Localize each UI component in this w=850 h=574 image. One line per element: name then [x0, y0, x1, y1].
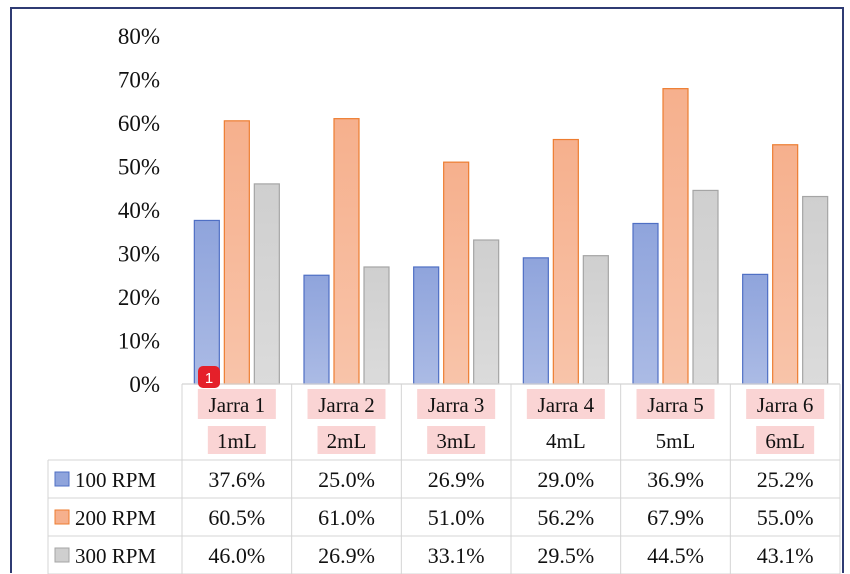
- legend-label: 200 RPM: [75, 506, 156, 530]
- label-highlight: [307, 389, 386, 419]
- table-cell-value: 29.0%: [537, 467, 594, 492]
- y-tick-label: 10%: [118, 329, 160, 354]
- category-sublabel: 1mL: [217, 429, 257, 453]
- category-sublabel: 6mL: [765, 429, 805, 453]
- label-highlight: [317, 426, 376, 454]
- bar-200-rpm: [662, 88, 689, 385]
- table-cell-value: 67.9%: [647, 505, 704, 530]
- label-highlight: [636, 389, 715, 419]
- bar-100-rpm: [742, 273, 769, 385]
- category-label: Jarra 2: [318, 393, 375, 417]
- table-cell-value: 29.5%: [537, 543, 594, 568]
- category-sublabel: 5mL: [656, 429, 696, 453]
- bar-100-rpm: [632, 222, 659, 385]
- table-cell-value: 36.9%: [647, 467, 704, 492]
- legend-key: [54, 509, 70, 525]
- table-cell-value: 61.0%: [318, 505, 375, 530]
- table-cell-value: 25.2%: [757, 467, 814, 492]
- bar-100-rpm: [522, 257, 549, 385]
- legend-label: 100 RPM: [75, 468, 156, 492]
- bar-100-rpm: [413, 266, 440, 385]
- label-highlight: [526, 389, 605, 419]
- table-cell-value: 37.6%: [208, 467, 265, 492]
- bar-300-rpm: [473, 239, 500, 385]
- bars-group: [193, 88, 829, 385]
- label-highlight: [427, 426, 486, 454]
- category-label: Jarra 1: [209, 393, 266, 417]
- data-table: Jarra 1 1mL Jarra 2 2mL Jarra 3 3mL Jarra 4 4mL…: [47, 383, 841, 574]
- table-cell-value: 56.2%: [537, 505, 594, 530]
- category-label: Jarra 5: [647, 393, 704, 417]
- chart-frame: [10, 7, 844, 573]
- table-cell-value: 60.5%: [208, 505, 265, 530]
- bar-300-rpm: [253, 183, 280, 385]
- category-sublabel: 4mL: [546, 429, 586, 453]
- table-cell-value: 44.5%: [647, 543, 704, 568]
- category-label: Jarra 3: [428, 393, 485, 417]
- y-tick-label: 70%: [118, 68, 160, 93]
- legend-label: 300 RPM: [75, 544, 156, 568]
- annotation-badge: 1: [198, 366, 220, 388]
- y-tick-label: 0%: [129, 372, 160, 397]
- label-highlight: [207, 426, 266, 454]
- table-cell-value: 26.9%: [428, 467, 485, 492]
- bar-200-rpm: [443, 161, 470, 385]
- bar-200-rpm: [552, 138, 579, 385]
- annotation-badge-label: 1: [205, 370, 213, 387]
- table-cell-value: 26.9%: [318, 543, 375, 568]
- table-cell-value: 51.0%: [428, 505, 485, 530]
- table-cell-value: 46.0%: [208, 543, 265, 568]
- y-axis: 0% 10% 20% 30% 40% 50% 60% 70% 80%: [118, 24, 160, 397]
- bar-100-rpm: [193, 219, 220, 385]
- label-highlight: [746, 389, 825, 419]
- legend-key: [54, 547, 70, 563]
- category-label: Jarra 6: [757, 393, 814, 417]
- bar-300-rpm: [692, 189, 719, 385]
- y-tick-label: 80%: [118, 24, 160, 49]
- y-tick-label: 50%: [118, 155, 160, 180]
- label-highlight: [197, 389, 276, 419]
- bar-200-rpm: [772, 144, 799, 385]
- y-tick-label: 30%: [118, 242, 160, 267]
- legend-key: [54, 471, 70, 487]
- bar-200-rpm: [223, 120, 250, 385]
- label-highlight: [417, 389, 496, 419]
- label-highlight: [756, 426, 815, 454]
- y-tick-label: 20%: [118, 285, 160, 310]
- table-cell-value: 33.1%: [428, 543, 485, 568]
- table-cell-value: 25.0%: [318, 467, 375, 492]
- y-tick-label: 40%: [118, 198, 160, 223]
- category-label: Jarra 4: [538, 393, 595, 417]
- bar-300-rpm: [802, 195, 829, 385]
- bar-100-rpm: [303, 274, 330, 385]
- bar-300-rpm: [582, 255, 609, 385]
- bar-300-rpm: [363, 266, 390, 385]
- category-sublabel: 2mL: [327, 429, 367, 453]
- table-cell-value: 55.0%: [757, 505, 814, 530]
- category-sublabel: 3mL: [436, 429, 476, 453]
- y-tick-label: 60%: [118, 111, 160, 136]
- bar-200-rpm: [333, 118, 360, 385]
- table-cell-value: 43.1%: [757, 543, 814, 568]
